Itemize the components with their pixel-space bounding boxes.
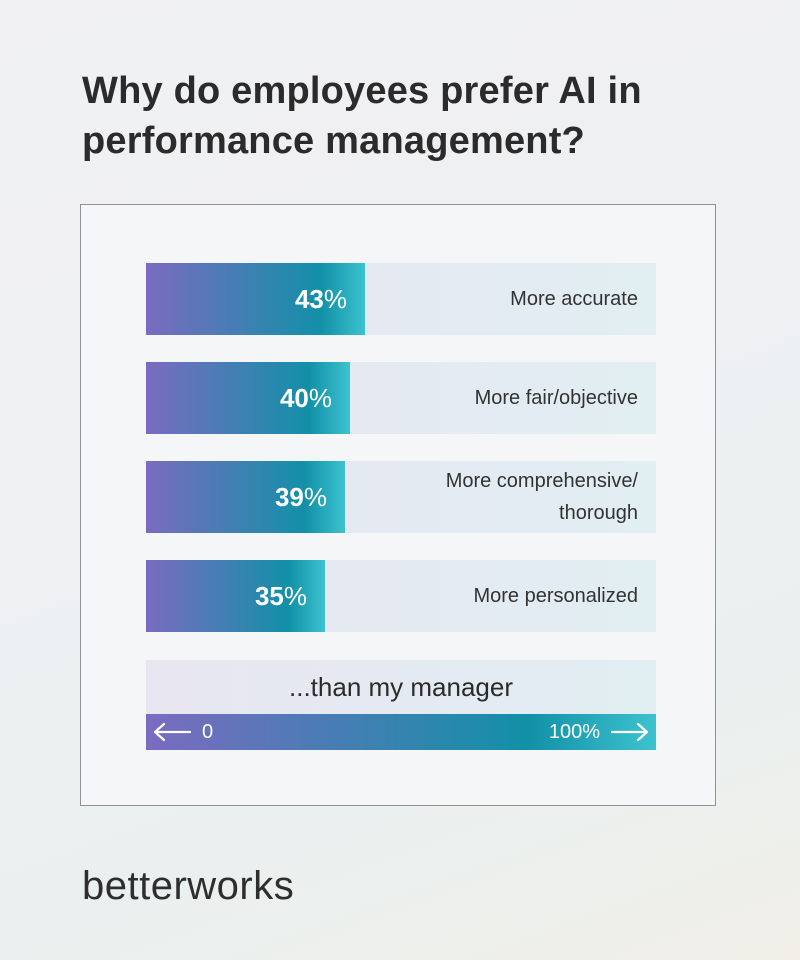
arrow-right-icon: [610, 722, 650, 742]
arrow-left-icon: [152, 722, 192, 742]
bar: [146, 362, 350, 434]
title-line-2: performance management?: [82, 120, 585, 162]
bar-row: 43% More accurate: [146, 263, 656, 335]
chart-title: Why do employees prefer AI in performanc…: [82, 66, 742, 166]
bar-value: 39: [274, 481, 304, 512]
bar-value: 43: [294, 283, 324, 314]
category-label: More personalized: [473, 585, 638, 607]
brand-logo: betterworks: [82, 864, 295, 908]
scale-bar: 0 100%: [146, 714, 656, 750]
title-line-1: Why do employees prefer AI in: [82, 70, 642, 112]
category-label: More fair/objective: [474, 387, 638, 409]
category-label: More accurate: [510, 288, 638, 310]
scale-min-label: 0: [202, 720, 214, 743]
bar-row: 35% More personalized: [146, 560, 656, 632]
bar-value: 40: [279, 382, 309, 413]
bar-value-label: 35%: [146, 560, 307, 632]
bar-value-suffix: %: [303, 481, 327, 512]
bar-value-label: 43%: [146, 263, 347, 335]
bar-value-suffix: %: [323, 283, 347, 314]
comparison-label: ...than my manager: [146, 660, 656, 714]
category-label: More comprehensive/ thorough: [445, 470, 638, 524]
bar: [146, 461, 345, 533]
bar-row: 40% More fair/objective: [146, 362, 656, 434]
scale-max-label: 100%: [548, 720, 600, 743]
bar-row: 39% More comprehensive/ thorough: [146, 461, 656, 533]
bar-value-label: 39%: [146, 461, 327, 533]
bar-value: 35: [254, 580, 284, 611]
chart-card: 43% More accurate 40% More fair/objective 39…: [80, 204, 716, 806]
bar-value-suffix: %: [308, 382, 332, 413]
bar: [146, 263, 365, 335]
bar-value-label: 40%: [146, 362, 332, 434]
bar: [146, 560, 325, 632]
bar-value-suffix: %: [283, 580, 307, 611]
